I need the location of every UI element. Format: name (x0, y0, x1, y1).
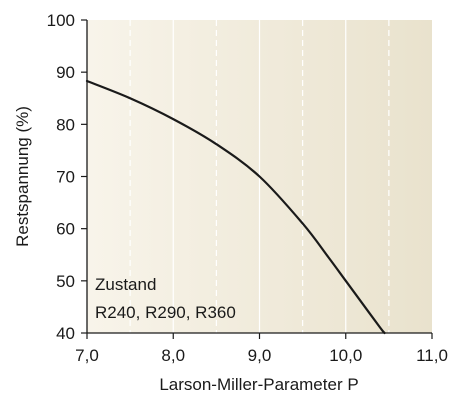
series-group (85, 79, 386, 335)
x-axis-title: Larson-Miller-Parameter P (159, 375, 358, 394)
axes (81, 19, 433, 339)
annotation-line-1: Zustand (95, 275, 156, 294)
y-tick-label: 50 (56, 272, 75, 291)
series-line (85, 79, 386, 335)
grid-lines (129, 20, 390, 333)
y-tick-label: 100 (47, 11, 75, 30)
y-tick-label: 80 (56, 115, 75, 134)
annotation-line-2: R240, R290, R360 (95, 303, 236, 322)
x-tick-label: 7,0 (75, 346, 99, 365)
x-tick-label: 11,0 (416, 346, 448, 365)
y-tick-label: 60 (56, 220, 75, 239)
y-tick-label: 70 (56, 168, 75, 187)
tick-labels: 40 50 60 70 80 90 100 7,0 8,0 9,0 10,0 11,0 (47, 11, 448, 365)
x-tick-label: 8,0 (161, 346, 185, 365)
y-axis-title: Restspannung (%) (13, 106, 32, 247)
x-tick-label: 9,0 (248, 346, 272, 365)
x-tick-label: 10,0 (329, 346, 362, 365)
y-tick-label: 90 (56, 63, 75, 82)
y-tick-label: 40 (56, 324, 75, 343)
